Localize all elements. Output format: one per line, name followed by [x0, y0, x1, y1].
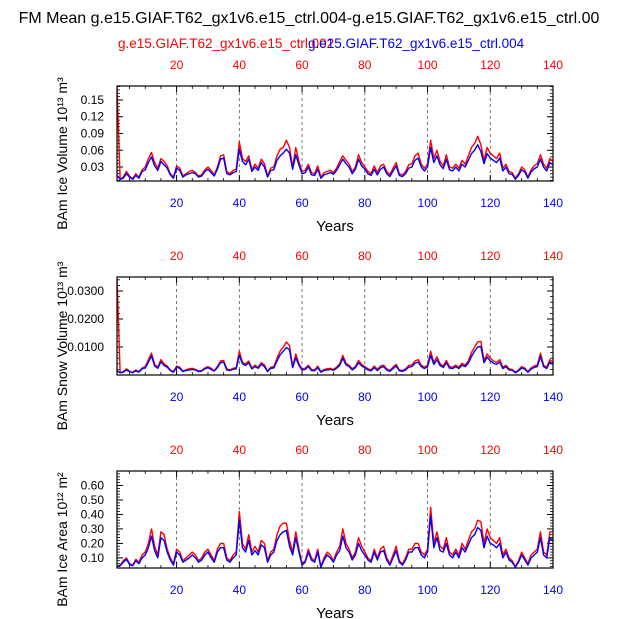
x-tick-label-bottom: 120 — [480, 583, 500, 597]
x-tick-label-top: 140 — [543, 58, 563, 72]
x-tick-label-top: 120 — [480, 249, 500, 263]
plot-frame — [116, 470, 554, 569]
series-line-blue — [117, 143, 553, 181]
x-axis-label: Years — [316, 605, 354, 619]
x-tick-label-bottom: 140 — [543, 196, 563, 210]
x-tick-label-top: 100 — [418, 58, 438, 72]
x-tick-label-bottom: 80 — [358, 196, 372, 210]
x-tick-label-bottom: 40 — [233, 583, 247, 597]
x-tick-label-top: 20 — [170, 249, 184, 263]
series-line-red — [117, 506, 553, 568]
plot-frame — [116, 85, 554, 182]
x-tick-label-bottom: 40 — [233, 196, 247, 210]
panel-1: 20 20 40 40 60 60 80 80 100 100 120 120 140 140 0.03 0.… — [54, 58, 563, 235]
x-tick-label-top: 80 — [358, 443, 372, 457]
x-tick-label-bottom: 100 — [418, 390, 438, 404]
x-tick-label-bottom: 60 — [295, 390, 309, 404]
series-line-red — [117, 278, 553, 374]
x-tick-label-bottom: 140 — [543, 583, 563, 597]
legend-label-blue: g.e15.GIAF.T62_gx1v6.e15_ctrl.004 — [308, 36, 525, 51]
y-tick-label: 0.20 — [81, 536, 105, 550]
figure-title: FM Mean g.e15.GIAF.T62_gx1v6.e15_ctrl.00… — [19, 10, 600, 27]
x-tick-label-top: 40 — [233, 58, 247, 72]
x-axis-label: Years — [316, 218, 354, 235]
y-axis-label: BAm Ice Area 10¹² m² — [54, 472, 70, 607]
plot-frame — [116, 276, 554, 376]
x-tick-label-bottom: 20 — [170, 196, 184, 210]
y-tick-label: 0.60 — [81, 478, 105, 492]
series-line-blue — [117, 515, 553, 568]
x-tick-label-bottom: 60 — [295, 583, 309, 597]
x-tick-label-top: 60 — [295, 443, 309, 457]
chart-panels: 20 20 40 40 60 60 80 80 100 100 120 120 140 140 0.03 0.… — [54, 58, 563, 619]
y-tick-label: 0.0300 — [67, 284, 104, 298]
x-tick-label-bottom: 60 — [295, 196, 309, 210]
x-tick-label-bottom: 140 — [543, 390, 563, 404]
x-tick-label-bottom: 20 — [170, 390, 184, 404]
x-tick-label-top: 40 — [233, 249, 247, 263]
y-tick-label: 0.03 — [81, 160, 105, 174]
x-tick-label-top: 60 — [295, 249, 309, 263]
y-axis-label: BAm Snow Volume 10¹³ m³ — [54, 261, 70, 430]
panel-2: 20 20 40 40 60 60 80 80 100 100 120 120 140 140 0.0100… — [54, 249, 563, 430]
x-tick-label-top: 80 — [358, 249, 372, 263]
x-tick-label-top: 60 — [295, 58, 309, 72]
y-tick-label: 0.06 — [81, 143, 105, 157]
x-tick-label-top: 40 — [233, 443, 247, 457]
y-tick-label: 0.09 — [81, 127, 105, 141]
y-tick-label: 0.12 — [81, 110, 105, 124]
x-tick-label-bottom: 80 — [358, 583, 372, 597]
x-tick-label-top: 20 — [170, 443, 184, 457]
x-tick-label-bottom: 120 — [480, 196, 500, 210]
x-tick-label-top: 140 — [543, 443, 563, 457]
x-tick-label-top: 120 — [480, 58, 500, 72]
x-tick-label-bottom: 20 — [170, 583, 184, 597]
y-tick-label: 0.0200 — [67, 312, 104, 326]
x-tick-label-top: 140 — [543, 249, 563, 263]
x-tick-label-top: 120 — [480, 443, 500, 457]
y-tick-label: 0.30 — [81, 522, 105, 536]
x-tick-label-top: 100 — [418, 249, 438, 263]
x-tick-label-bottom: 120 — [480, 390, 500, 404]
y-tick-label: 0.15 — [81, 93, 105, 107]
y-tick-label: 0.50 — [81, 493, 105, 507]
y-tick-label: 0.10 — [81, 551, 105, 565]
x-axis-label: Years — [316, 412, 354, 429]
x-tick-label-top: 80 — [358, 58, 372, 72]
series-line-red — [117, 87, 553, 181]
series-line-blue — [117, 345, 553, 374]
y-axis-label: BAm Ice Volume 10¹³ m³ — [54, 77, 70, 230]
x-tick-label-bottom: 80 — [358, 390, 372, 404]
y-tick-label: 0.40 — [81, 507, 105, 521]
legend-label-red: g.e15.GIAF.T62_gx1v6.e15_ctrl.002 — [118, 36, 334, 51]
x-tick-label-bottom: 40 — [233, 390, 247, 404]
x-tick-label-top: 100 — [418, 443, 438, 457]
panel-3: 20204040606080801001001201201401400.100.… — [54, 443, 563, 619]
x-tick-label-bottom: 100 — [418, 196, 438, 210]
x-tick-label-top: 20 — [170, 58, 184, 72]
x-tick-label-bottom: 100 — [418, 583, 438, 597]
y-tick-label: 0.0100 — [67, 340, 104, 354]
